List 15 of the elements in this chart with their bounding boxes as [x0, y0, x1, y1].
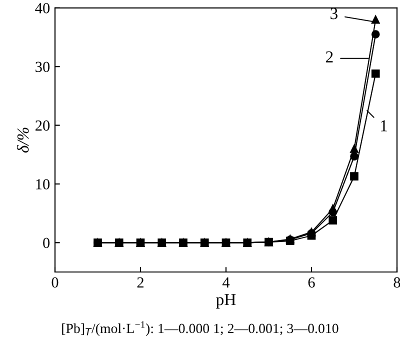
- text: [Pb]$_{T}$/(mol·L$^{−1}$): 1—0.000 1; 2—0.001; 3—0.010: [62, 321, 338, 336]
- x-tick-label: 2: [137, 277, 144, 288]
- annotation: 1: [381, 120, 387, 132]
- x-tick-label: 0: [52, 277, 58, 288]
- y-tick-label: 10: [36, 179, 50, 190]
- x-tick-label: 6: [308, 277, 315, 288]
- annotation: 2: [326, 51, 333, 62]
- y-tick-label: 40: [35, 3, 50, 14]
- y-tick-label: 20: [36, 120, 50, 131]
- x-axis-title: pH: [216, 294, 236, 309]
- x-tick-label: 4: [222, 277, 230, 288]
- y-axis-title: δ/%: [16, 128, 29, 153]
- x-tick-label: 8: [394, 277, 400, 288]
- y-tick-label: 30: [36, 62, 50, 72]
- y-tick-label: 0: [43, 238, 50, 248]
